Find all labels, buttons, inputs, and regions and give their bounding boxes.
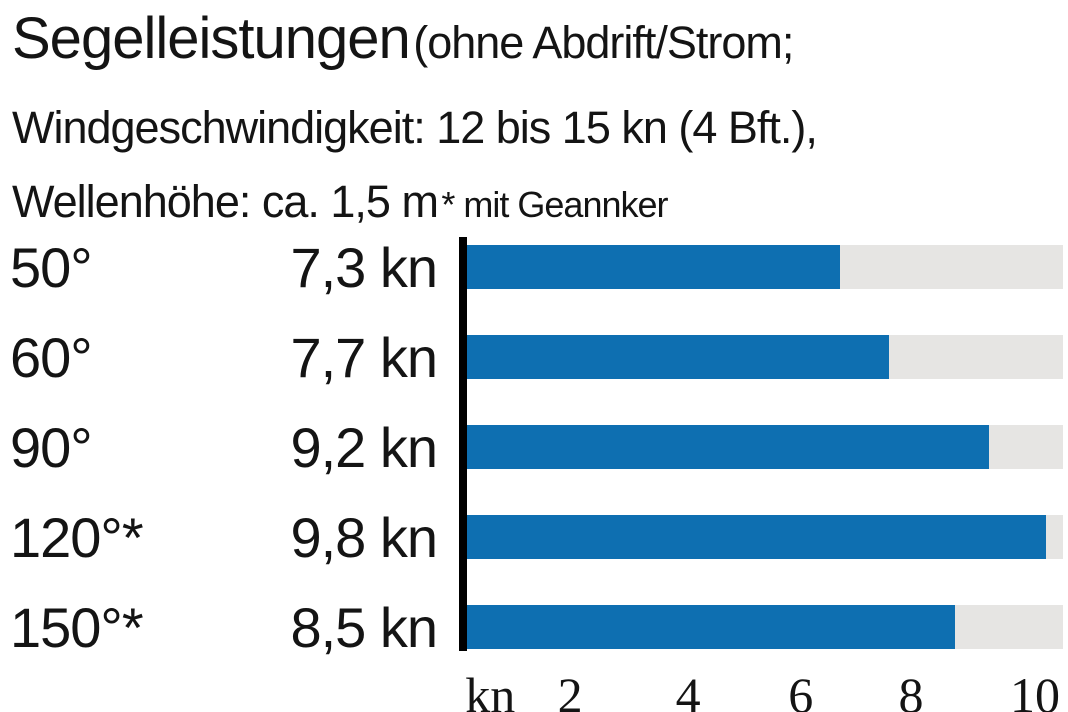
speed-value: 7,7 kn (290, 325, 438, 389)
bar-track (467, 425, 1063, 469)
bar-fill (467, 245, 841, 289)
bar-track (467, 515, 1063, 559)
chart-title-conditions: (ohne Abdrift/Strom; (413, 17, 794, 68)
bar-fill (467, 335, 889, 379)
title-line-1: Segelleistungen (ohne Abdrift/Strom; (12, 2, 1062, 91)
bar-row-90: 90° 9,2 kn (10, 402, 1063, 492)
bar-track (467, 605, 1063, 649)
x-axis-tick: 4 (675, 667, 701, 712)
x-axis-tick: 8 (898, 667, 924, 712)
x-axis-tick: 2 (557, 667, 583, 712)
footnote-gennaker: * mit Geannker (441, 184, 668, 225)
title-line-2: Windgeschwindigkeit: 12 bis 15 kn (4 Bft… (12, 102, 818, 153)
bar-track (467, 335, 1063, 379)
wave-height-text: Wellenhöhe: ca. 1,5 m (12, 176, 439, 227)
angle-label: 50° (10, 235, 93, 299)
chart-title: Segelleistungen (12, 6, 411, 71)
bar-row-150: 150°* 8,5 kn (10, 582, 1063, 672)
x-axis: kn 2 4 6 8 10 (465, 666, 1063, 712)
bar-fill (467, 425, 990, 469)
y-axis-line (459, 237, 467, 651)
speed-value: 7,3 kn (290, 235, 438, 299)
bar-track (467, 245, 1063, 289)
angle-label: 90° (10, 415, 93, 479)
speed-value: 9,8 kn (290, 505, 438, 569)
bar-fill (467, 605, 956, 649)
speed-value: 9,2 kn (290, 415, 438, 479)
bar-row-120: 120°* 9,8 kn (10, 492, 1063, 582)
x-axis-unit-label: kn (465, 667, 516, 712)
bar-row-50: 50° 7,3 kn (10, 222, 1063, 312)
chart-title-block: Segelleistungen (ohne Abdrift/Strom; Win… (12, 2, 1062, 250)
angle-label: 60° (10, 325, 93, 389)
bar-fill (467, 515, 1046, 559)
angle-label: 120°* (10, 505, 144, 569)
x-axis-tick: 10 (1009, 667, 1060, 712)
bar-chart: 50° 7,3 kn 60° 7,7 kn 90° 9,2 kn 120°* (10, 222, 1063, 712)
angle-label: 150°* (10, 595, 144, 659)
bar-row-60: 60° 7,7 kn (10, 312, 1063, 402)
speed-value: 8,5 kn (290, 595, 438, 659)
title-line-3: Wellenhöhe: ca. 1,5 m * mit Geannker (12, 165, 1062, 250)
x-axis-tick: 6 (788, 667, 814, 712)
